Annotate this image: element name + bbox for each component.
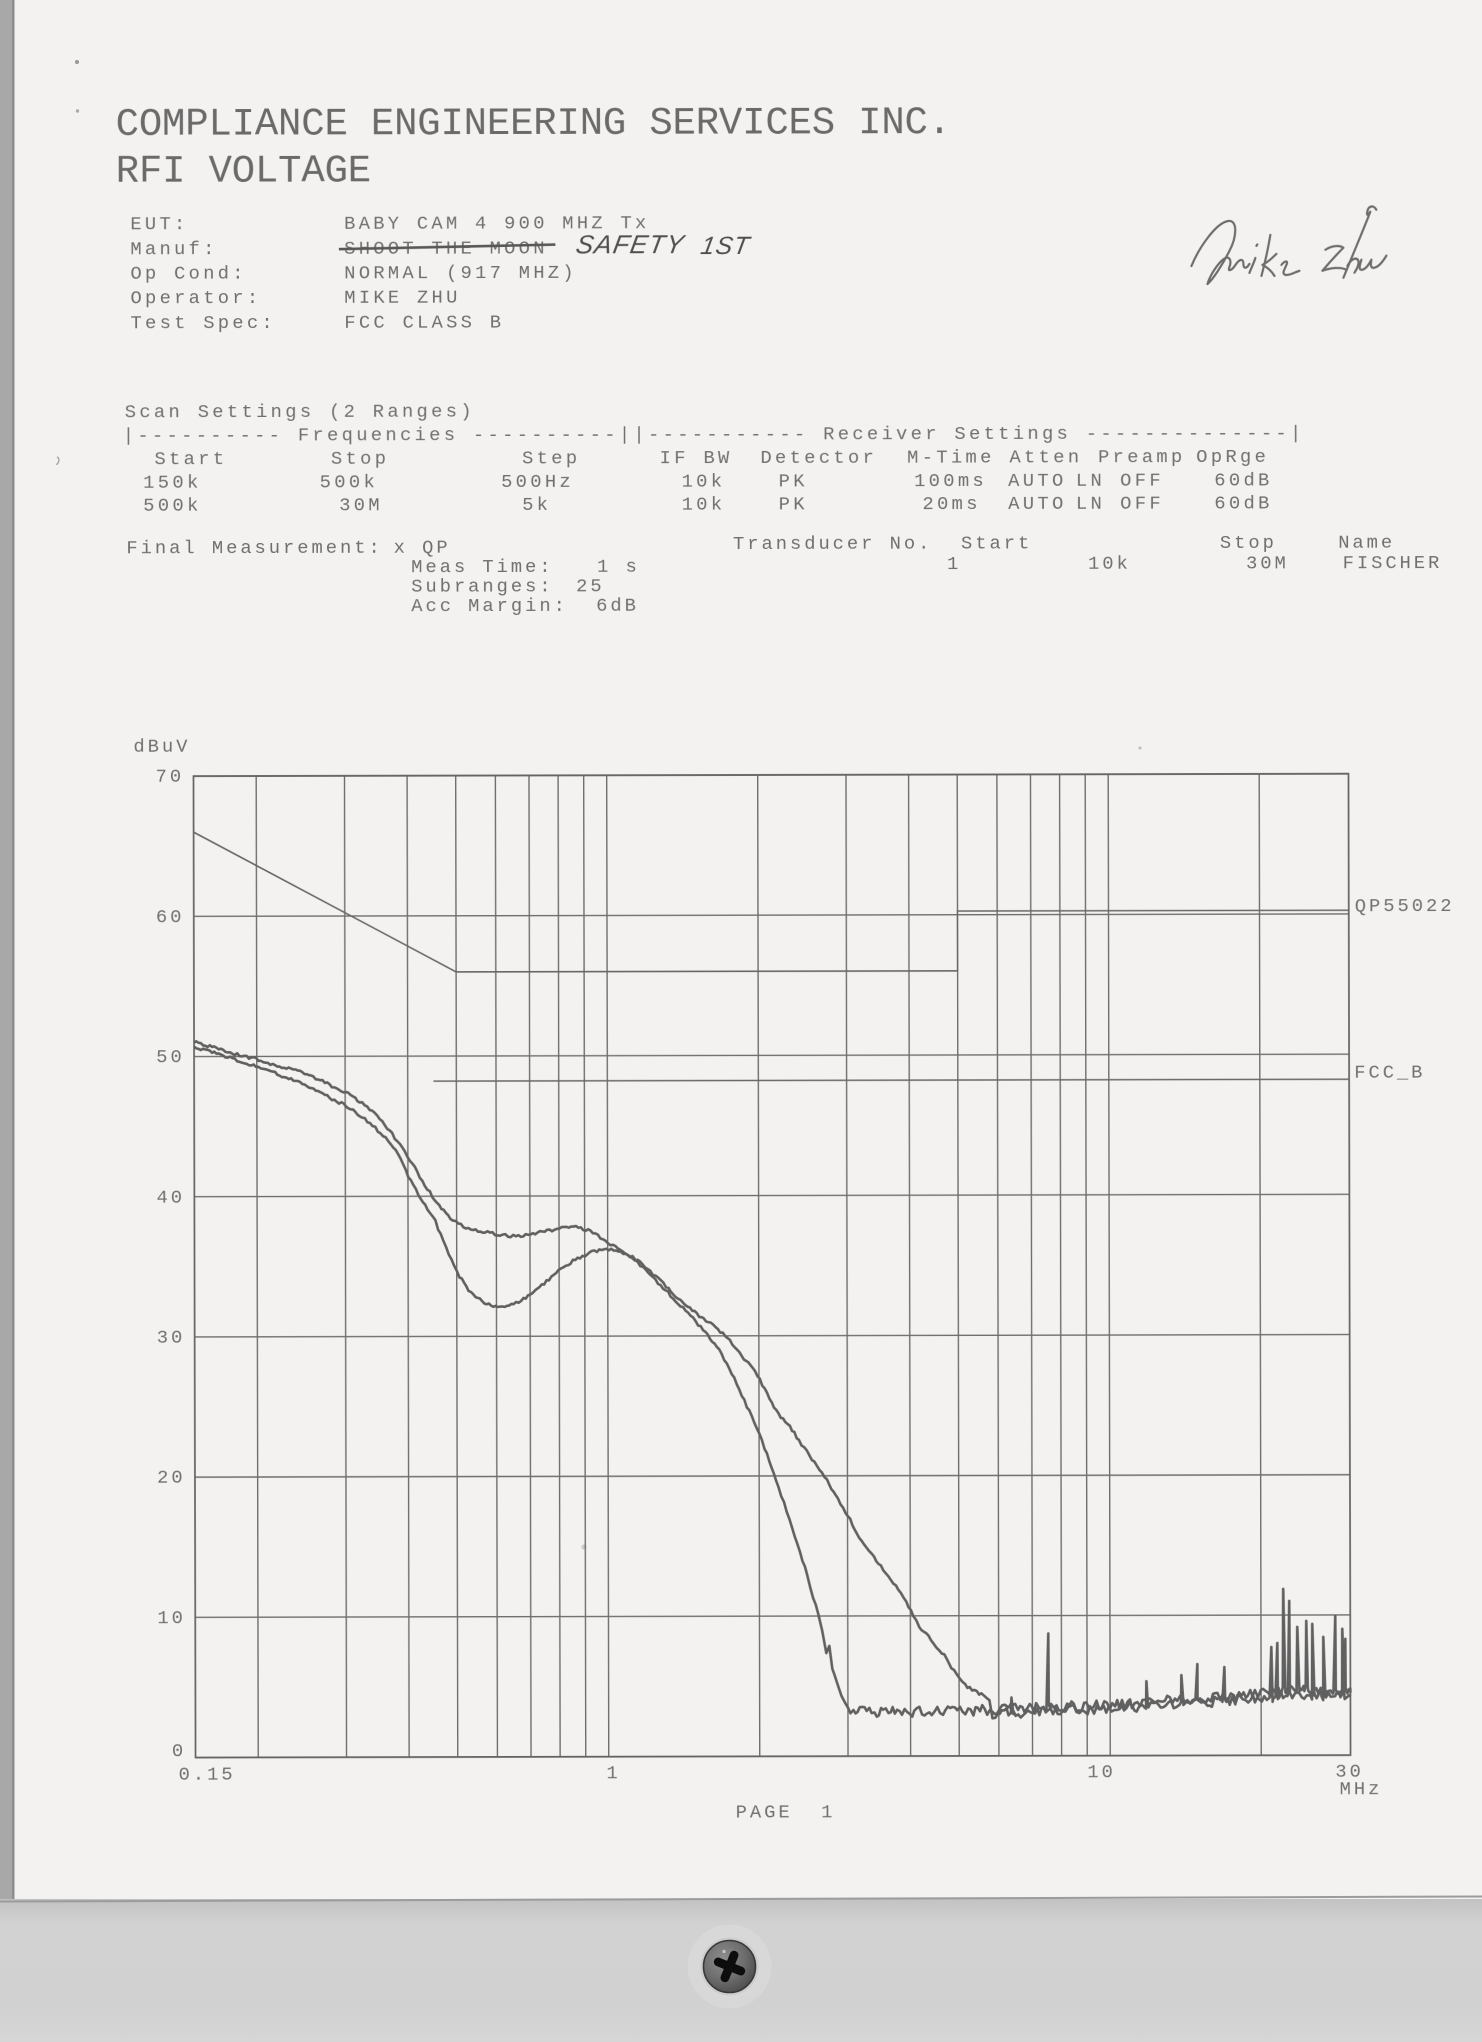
svg-text:20: 20: [157, 1467, 186, 1489]
svg-text:dBuV: dBuV: [133, 736, 190, 758]
svg-text:30M: 30M: [339, 494, 383, 516]
svg-text:Operator:: Operator:: [130, 287, 261, 309]
svg-text:Test Spec:: Test Spec:: [131, 312, 276, 334]
svg-text:MIKE ZHU: MIKE ZHU: [344, 287, 460, 309]
svg-text:500k: 500k: [143, 495, 201, 517]
svg-text:Atten: Atten: [1009, 446, 1082, 468]
svg-text:FCC_B: FCC_B: [1354, 1062, 1425, 1084]
svg-text:x QP: x QP: [394, 537, 451, 559]
svg-text:Preamp: Preamp: [1098, 446, 1186, 468]
svg-text:SHOOT THE MOON: SHOOT THE MOON: [344, 237, 548, 259]
svg-text:60dB: 60dB: [1214, 493, 1272, 515]
svg-text:70: 70: [156, 766, 185, 788]
svg-text:FCC CLASS B: FCC CLASS B: [344, 311, 504, 333]
svg-text:Step: Step: [522, 447, 580, 469]
svg-text:Manuf:: Manuf:: [130, 238, 217, 260]
svg-text:Subranges:: Subranges:: [411, 575, 553, 597]
svg-text:10k: 10k: [682, 470, 726, 492]
svg-text:10: 10: [157, 1607, 186, 1629]
svg-text:10: 10: [1087, 1761, 1116, 1783]
svg-text:BABY CAM 4 900 MHZ Tx: BABY CAM 4 900 MHZ Tx: [344, 212, 649, 235]
svg-text:LN: LN: [1076, 470, 1105, 492]
svg-text:Name: Name: [1338, 532, 1395, 554]
svg-text:1: 1: [606, 1762, 620, 1784]
svg-text:0.15: 0.15: [179, 1764, 236, 1786]
svg-text:Scan Settings (2 Ranges): Scan Settings (2 Ranges): [125, 401, 475, 424]
svg-text:25: 25: [576, 575, 605, 597]
svg-text:QP55022: QP55022: [1355, 895, 1455, 917]
svg-text:EUT:: EUT:: [130, 213, 188, 235]
svg-text:FISCHER: FISCHER: [1343, 552, 1443, 574]
svg-text:Detector: Detector: [760, 447, 877, 469]
svg-text:6dB: 6dB: [596, 595, 639, 617]
svg-text:OpRge: OpRge: [1196, 446, 1269, 468]
svg-text:Stop: Stop: [1220, 532, 1277, 554]
svg-text:30M: 30M: [1246, 552, 1289, 574]
svg-text:1ST: 1ST: [699, 232, 753, 260]
svg-text:60: 60: [156, 906, 185, 928]
svg-text:Transducer No.: Transducer No.: [733, 533, 932, 555]
svg-text:MHz: MHz: [1340, 1778, 1383, 1800]
svg-text:1 s: 1 s: [597, 556, 640, 578]
svg-text:SAFETY: SAFETY: [574, 229, 689, 259]
svg-text:40: 40: [156, 1186, 185, 1208]
svg-text:PK: PK: [779, 494, 808, 516]
svg-text:COMPLIANCE ENGINEERING SERVICE: COMPLIANCE ENGINEERING SERVICES INC.: [116, 101, 951, 147]
svg-text:OFF: OFF: [1120, 469, 1164, 491]
svg-text:Meas Time:: Meas Time:: [411, 556, 553, 578]
svg-text:10k: 10k: [1088, 553, 1131, 575]
svg-text:30: 30: [157, 1327, 186, 1349]
svg-text:500Hz: 500Hz: [501, 471, 574, 493]
svg-text:Stop: Stop: [331, 448, 389, 470]
svg-text:150k: 150k: [143, 471, 201, 493]
svg-text:AUTO: AUTO: [1008, 470, 1066, 492]
svg-text:NORMAL (917 MHZ): NORMAL (917 MHZ): [344, 262, 577, 284]
svg-text:Op Cond:: Op Cond:: [130, 263, 246, 285]
svg-text:OFF: OFF: [1120, 493, 1164, 515]
svg-text:PAGE 1: PAGE 1: [736, 1801, 836, 1823]
svg-text:1: 1: [947, 553, 961, 575]
svg-text:LN: LN: [1076, 493, 1105, 515]
svg-text:10k: 10k: [682, 494, 726, 516]
svg-text:0: 0: [172, 1740, 186, 1762]
svg-text:Final Measurement:: Final Measurement:: [126, 537, 382, 560]
svg-text:20ms: 20ms: [922, 493, 980, 515]
svg-text:|---------- Frequencies ------: |---------- Frequencies ----------||----…: [123, 422, 1305, 446]
svg-text:AUTO: AUTO: [1008, 493, 1066, 515]
svg-text:100ms: 100ms: [914, 470, 987, 492]
svg-text:Start: Start: [961, 532, 1032, 554]
svg-text:Start: Start: [154, 448, 227, 470]
svg-text:30: 30: [1335, 1761, 1364, 1783]
svg-text:5k: 5k: [522, 494, 551, 516]
svg-text:RFI VOLTAGE: RFI VOLTAGE: [116, 149, 371, 194]
svg-text:IF BW: IF BW: [660, 447, 733, 469]
svg-text:500k: 500k: [320, 471, 378, 493]
svg-text:50: 50: [156, 1046, 185, 1068]
svg-text:M-Time: M-Time: [907, 446, 995, 468]
svg-text:Acc Margin:: Acc Margin:: [411, 595, 568, 617]
svg-text:PK: PK: [779, 470, 808, 492]
svg-text:60dB: 60dB: [1214, 469, 1272, 491]
